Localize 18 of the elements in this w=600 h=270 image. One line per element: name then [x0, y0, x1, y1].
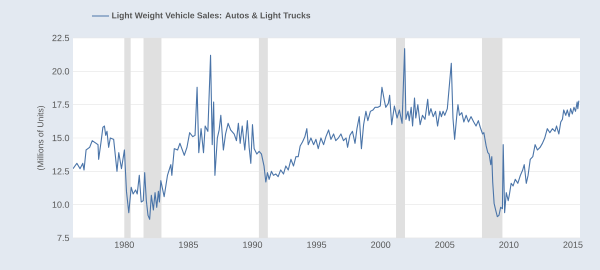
y-tick-label: 12.5 [52, 168, 70, 175]
y-tick-label: 10.0 [52, 201, 70, 208]
line-series [73, 48, 580, 220]
legend-label: Light Weight Vehicle Sales: Autos & Light Trucks [112, 12, 310, 20]
x-tick-label: 1995 [307, 242, 326, 248]
x-tick-label: 2005 [435, 242, 454, 248]
y-tick-label: 22.5 [52, 34, 70, 42]
x-tick-label: 1980 [114, 242, 134, 248]
y-tick-label: 17.5 [52, 102, 70, 108]
x-tick-label: 2000 [371, 242, 390, 248]
x-tick-label: 1990 [243, 242, 262, 248]
y-axis-title: (Millions of Units) [37, 106, 46, 170]
y-tick-label: 15.0 [52, 134, 70, 142]
x-tick-label: 2010 [499, 242, 519, 248]
y-tick-label: 7.5 [57, 234, 70, 242]
y-tick-label: 20.0 [52, 68, 70, 75]
x-tick-label: 2015 [563, 242, 583, 248]
x-tick-label: 1985 [179, 242, 198, 248]
